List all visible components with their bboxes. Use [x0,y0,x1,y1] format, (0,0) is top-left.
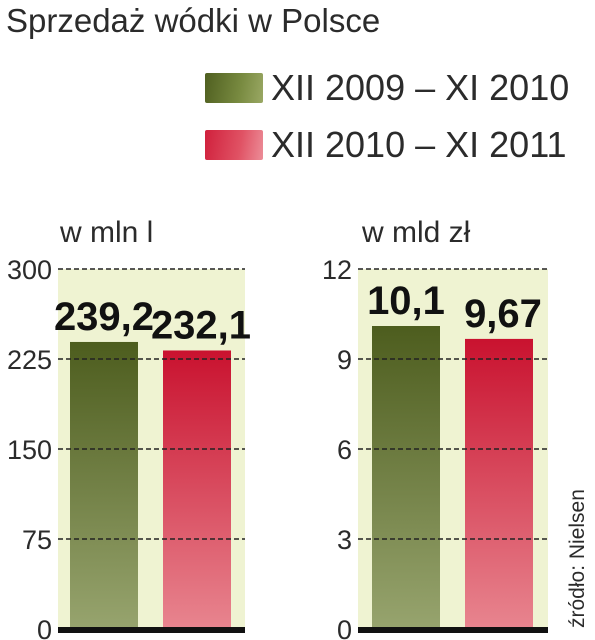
y-tick-label: 0 [337,615,352,640]
legend-item-2009-2010: XII 2009 – XI 2010 [205,67,570,108]
y-tick-label: 75 [22,525,52,555]
value-label: 9,67 [464,292,542,336]
baseline [358,627,548,633]
baseline [58,627,245,633]
bar [163,350,231,629]
y-tick-label: 0 [37,615,52,640]
bar [465,338,533,629]
legend-swatch-red [205,130,263,160]
value-label: 232,1 [151,303,251,347]
legend-label: XII 2010 – XI 2011 [271,124,567,165]
legend-item-2010-2011: XII 2010 – XI 2011 [205,124,567,165]
chart-title: Sprzedaż wódki w Polsce [6,2,381,39]
bar [372,326,440,629]
y-tick-label: 150 [7,435,52,465]
y-tick-label: 225 [7,345,52,375]
y-tick-label: 300 [7,255,52,285]
legend-swatch-olive [205,73,263,103]
y-tick-label: 3 [337,525,352,555]
bar [70,341,138,629]
y-tick-label: 6 [337,435,352,465]
y-tick-label: 9 [337,345,352,375]
value-label: 10,1 [367,279,445,323]
legend-label: XII 2009 – XI 2010 [271,67,570,108]
unit-label: w mld zł [361,216,471,249]
y-tick-label: 12 [322,255,352,285]
unit-label: w mln l [59,216,153,249]
source-note: źródło: Nielsen [566,489,589,628]
value-label: 239,2 [54,295,154,339]
